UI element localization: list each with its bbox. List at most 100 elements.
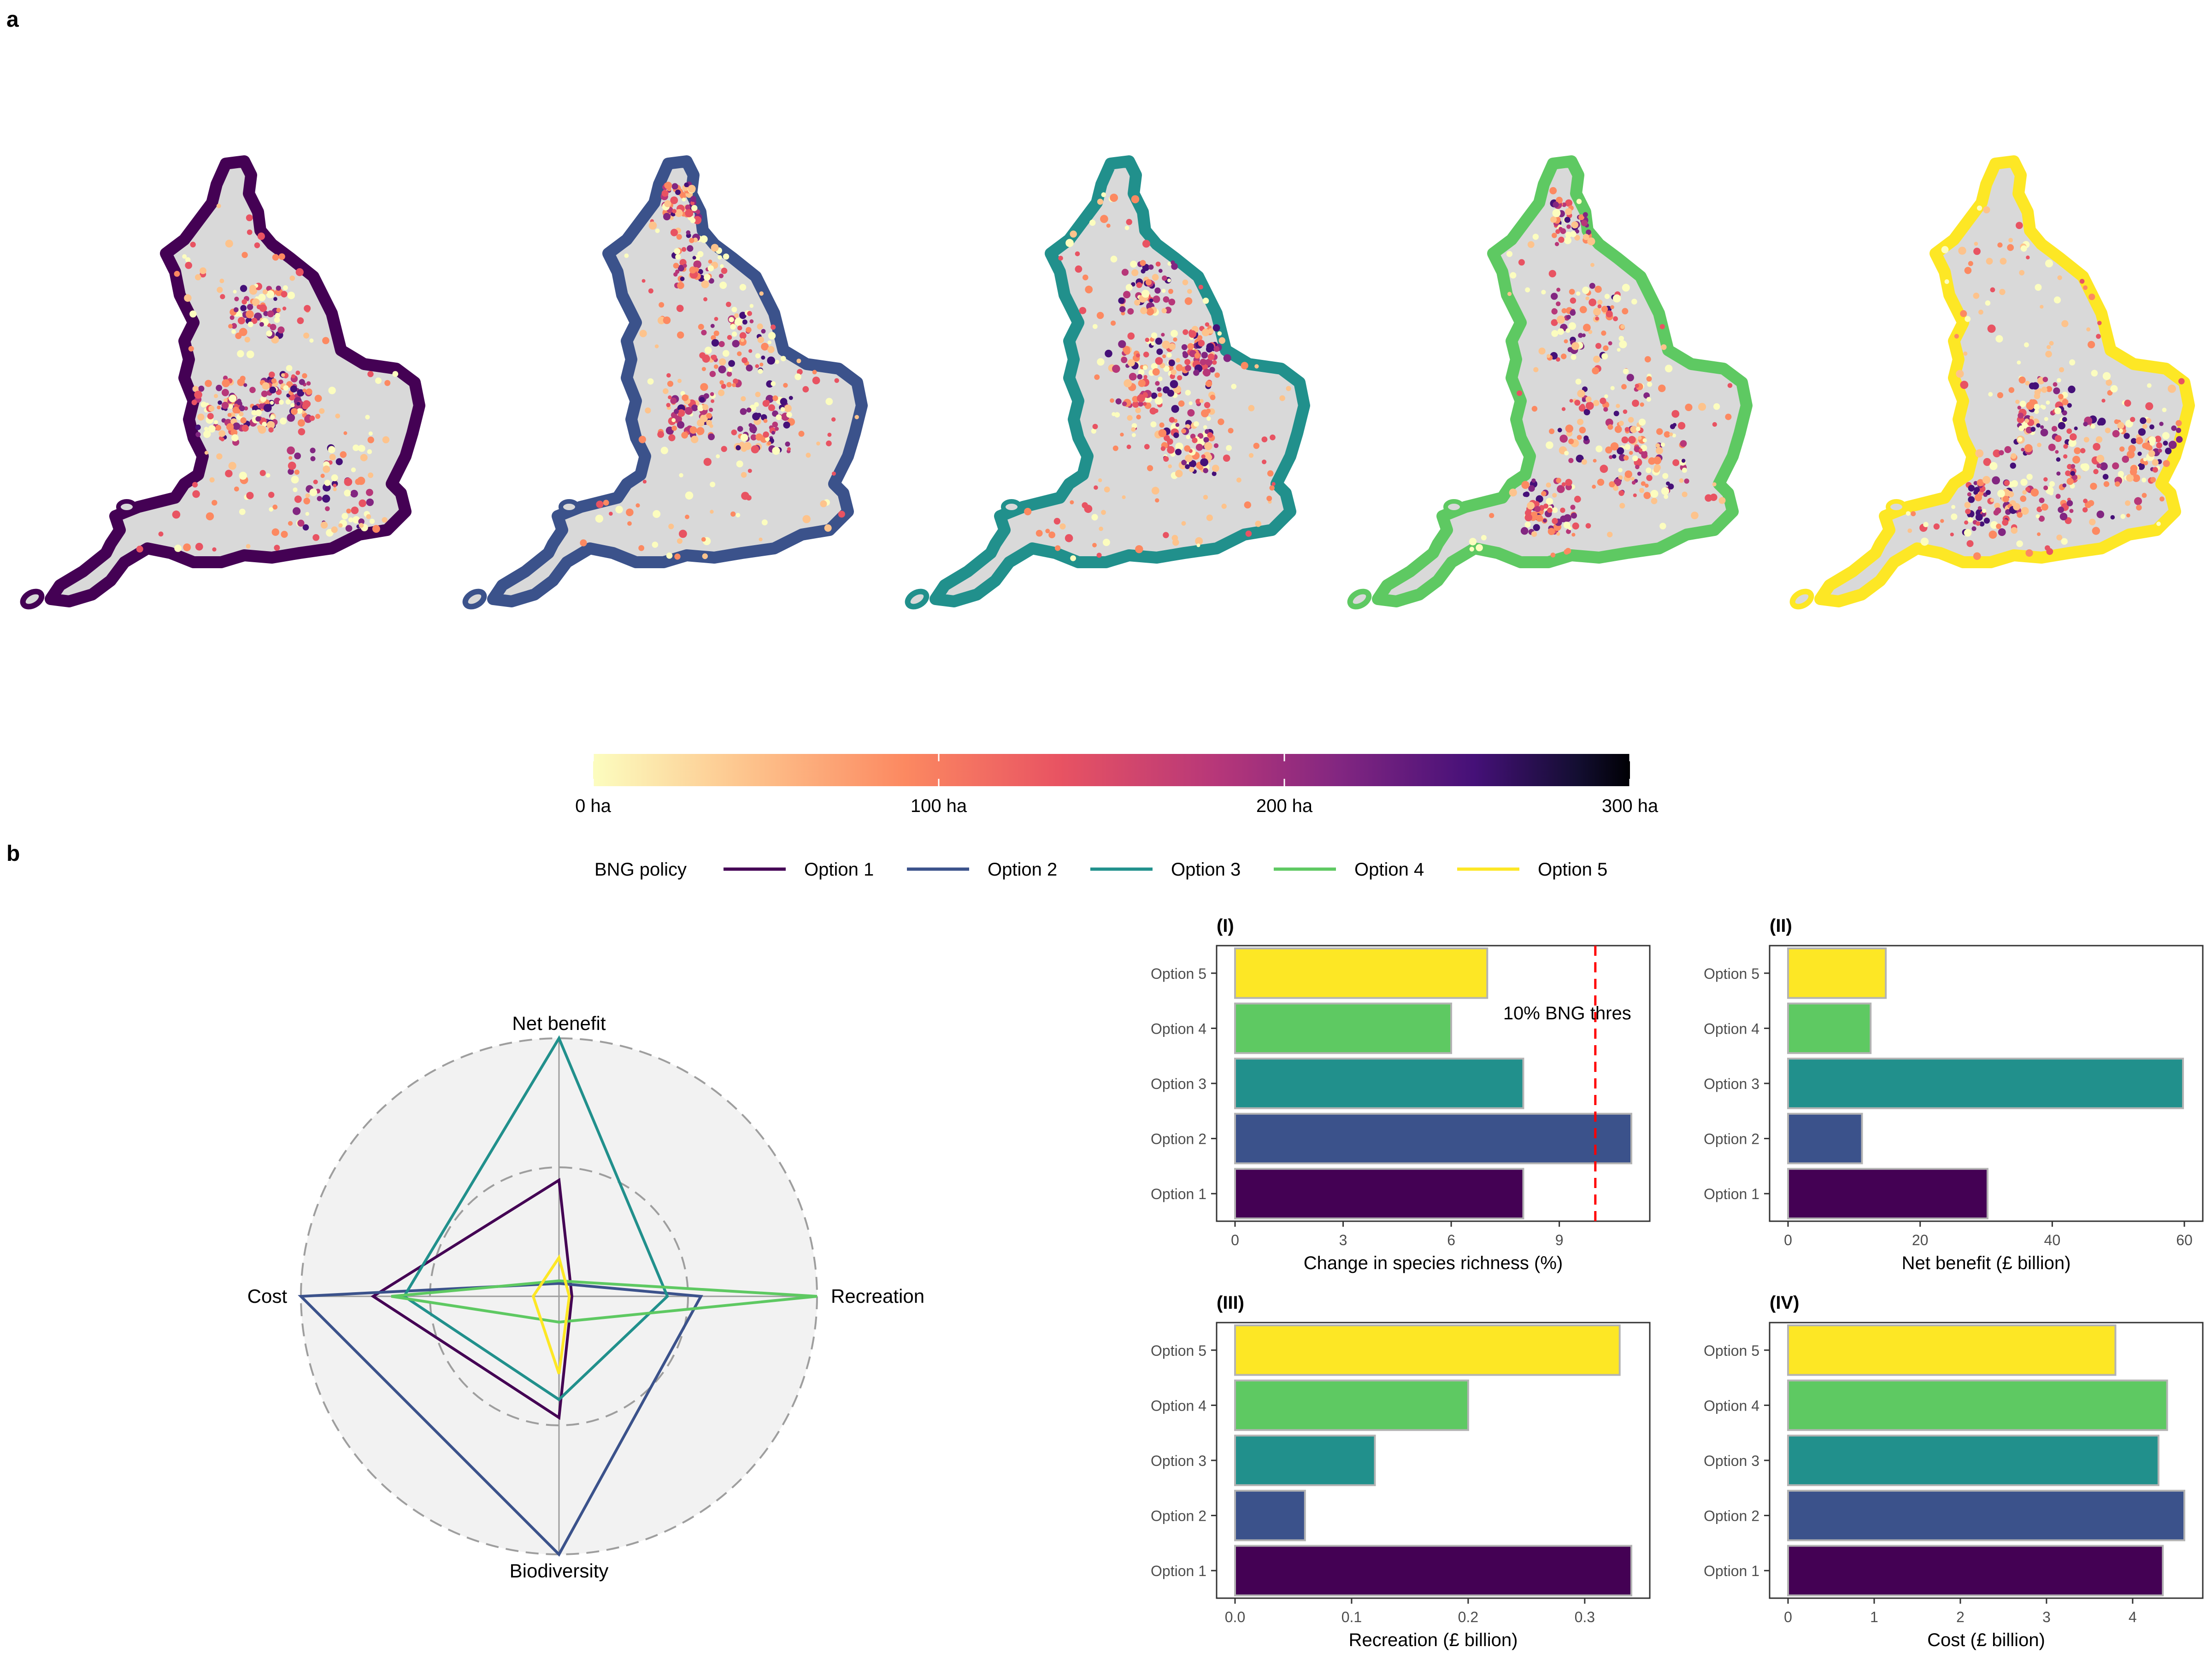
map-dot [1148,264,1154,270]
map-dot [1643,492,1651,499]
map-dot [580,539,587,547]
map-dot [1585,396,1592,402]
map-dot [1520,527,1529,535]
map-dot [294,453,301,459]
map-dot [2146,418,2152,424]
map-dot [1149,298,1153,303]
map-dot [1550,216,1557,223]
map-dot [136,546,143,553]
map-dot [1178,400,1185,407]
map-dot [2083,422,2088,427]
map-dot [1176,358,1181,363]
map-dot [676,234,682,240]
map-dots [580,181,859,560]
map-dot [1600,465,1608,473]
map-dot [739,312,747,319]
y-tick-label: Option 2 [1704,1508,1759,1524]
map-dot [1561,308,1567,314]
map-dot [1181,521,1186,526]
map-dot [748,423,753,427]
map-dot [1574,235,1580,241]
map-dot [827,432,832,437]
map-dot [703,458,712,466]
map-dot [698,269,703,275]
map-dot [2066,478,2074,485]
map-dot [1605,446,1612,454]
map-dot [2136,505,2142,511]
map-dot [1987,324,1996,333]
map-dot [2038,515,2045,522]
map-dot [2096,510,2105,518]
map-dot [1118,340,1126,348]
y-tick-label: Option 1 [1151,1563,1206,1579]
map-dot [228,324,233,329]
y-tick-label: Option 5 [1151,1342,1206,1359]
map-dot [220,437,225,441]
map-dot [2134,497,2142,505]
map-dot [1162,275,1167,281]
map-dot [704,274,711,281]
map-dot [1147,465,1153,471]
map-dot [1982,476,1991,484]
map-dot [677,538,682,544]
map-dot [1197,335,1203,341]
map-dot [2026,255,2030,259]
map-dot [1552,518,1558,524]
map-dot [2062,417,2067,422]
map-dot [1587,237,1595,246]
y-tick-label: Option 3 [1704,1076,1759,1092]
map-dot [1097,199,1104,205]
map-dot [1610,305,1614,309]
map-dot [1566,529,1571,534]
map-dot [1583,435,1589,441]
colorbar-tick-label: 200 ha [1256,796,1313,816]
map-island [1347,588,1372,610]
map-dot [240,376,246,382]
map-dot [1129,373,1137,381]
map-dot [1212,360,1217,365]
map-dot [1941,246,1949,253]
map-dot [1181,459,1187,465]
map-dot [244,406,248,411]
map-dot [1159,422,1165,428]
map-dot [1923,522,1929,527]
x-tick-label: 0 [1784,1609,1792,1625]
map-dot [1104,486,1110,493]
bar [1787,1379,2168,1431]
legend-title: BNG policy [594,859,687,880]
map-dot [685,514,689,519]
map-dot [1575,229,1579,234]
map-dot [259,470,266,476]
map-dot [207,413,214,420]
map-dot [1551,308,1558,315]
map-dot [1146,307,1154,316]
map-dot [741,357,748,364]
map-dot [2096,454,2105,463]
map-dot [1212,465,1219,472]
map-dot [1142,402,1147,406]
map-dot [310,456,316,461]
map-dot [737,325,742,330]
map-dot [1600,397,1606,405]
map-dot [1727,383,1733,388]
map-dot [1907,528,1912,533]
map-dot [1680,440,1687,447]
map-dot [1248,405,1255,412]
map-dot [1184,445,1191,452]
map-dot [2152,467,2158,473]
radar-series-option-4 [391,1279,818,1324]
map-dot [695,209,700,214]
map-dot [2142,424,2147,429]
map-dot [272,504,278,510]
map-dot [686,230,691,235]
map-dot [1084,505,1093,513]
map-dot [2021,507,2029,515]
map-dot [1175,470,1183,477]
map-dot [2176,436,2183,443]
map-dot [1187,289,1192,294]
map-dot [2176,420,2182,426]
map-dot [225,240,233,248]
map-dot [711,354,717,360]
map-dot [2128,445,2136,453]
map-dot [1155,498,1159,503]
